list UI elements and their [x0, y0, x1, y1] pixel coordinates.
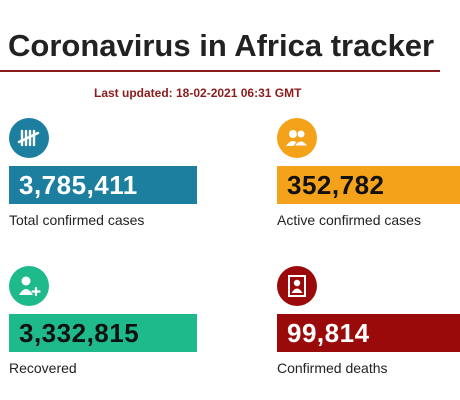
total-confirmed-label: Total confirmed cases: [9, 212, 145, 228]
active-confirmed-bar: 352,782: [277, 166, 460, 204]
person-plus-icon: [9, 266, 49, 306]
total-confirmed-bar: 3,785,411: [9, 166, 197, 204]
deaths-value: 99,814: [287, 317, 370, 348]
people-icon: [277, 118, 317, 158]
active-confirmed-label: Active confirmed cases: [277, 212, 421, 228]
tally-marks-icon: [9, 118, 49, 158]
active-confirmed-value: 352,782: [287, 169, 385, 200]
recovered-value: 3,332,815: [19, 317, 140, 348]
title-divider: [0, 70, 440, 72]
recovered-bar: 3,332,815: [9, 314, 197, 352]
deaths-bar: 99,814: [277, 314, 460, 352]
total-confirmed-value: 3,785,411: [19, 169, 138, 200]
last-updated-text: Last updated: 18-02-2021 06:31 GMT: [94, 86, 302, 100]
deaths-stat: 99,814 Confirmed deaths: [277, 266, 460, 386]
portrait-frame-icon: [277, 266, 317, 306]
total-confirmed-stat: 3,785,411 Total confirmed cases: [9, 118, 199, 238]
recovered-label: Recovered: [9, 360, 77, 376]
active-confirmed-stat: 352,782 Active confirmed cases: [277, 118, 460, 238]
deaths-label: Confirmed deaths: [277, 360, 388, 376]
page-title: Coronavirus in Africa tracker: [8, 28, 435, 63]
recovered-stat: 3,332,815 Recovered: [9, 266, 199, 386]
